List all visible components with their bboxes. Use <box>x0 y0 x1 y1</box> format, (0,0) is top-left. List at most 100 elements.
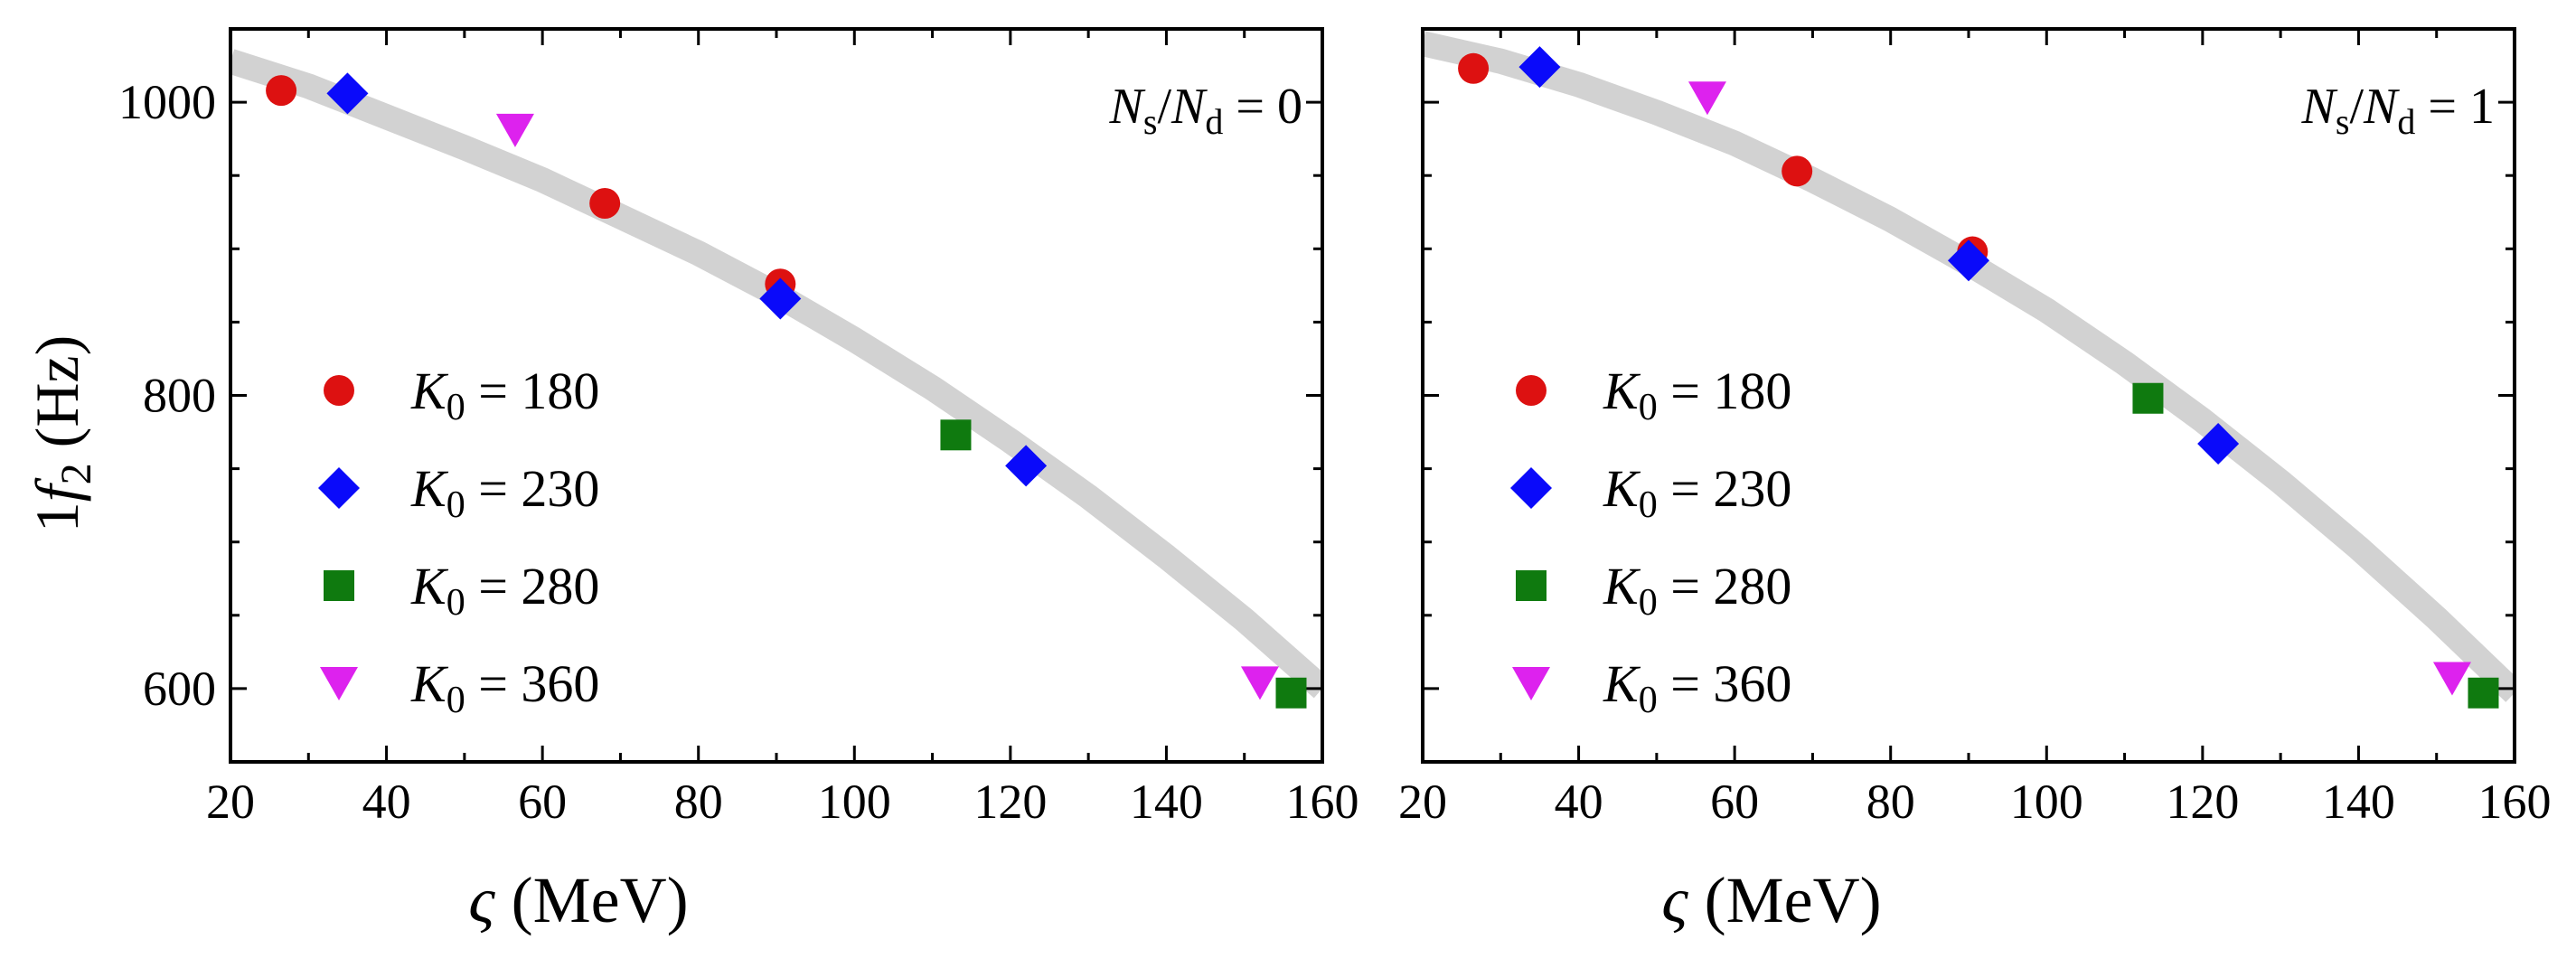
legend-var: K <box>1603 362 1641 420</box>
x-label-var-left: ς <box>468 864 495 936</box>
legend-label: K0 = 230 <box>1603 459 1791 526</box>
annotation-sub2: d <box>1205 101 1223 142</box>
annotation-slash: / <box>1157 79 1171 135</box>
x-tick-label: 80 <box>1866 775 1915 829</box>
x-tick-label: 160 <box>2478 775 2552 829</box>
data-point <box>2132 382 2164 414</box>
y-tick-label: 800 <box>143 369 216 423</box>
series-4 <box>1688 81 2471 696</box>
legend-var: K <box>1603 654 1641 713</box>
legend-label: K0 = 230 <box>410 459 599 526</box>
series-3 <box>940 419 1307 709</box>
legend-marker <box>320 667 358 700</box>
data-point <box>2468 677 2499 709</box>
y-label-sub: 2 <box>52 463 100 484</box>
x-tick-label: 100 <box>818 775 891 829</box>
legend-value: = 230 <box>1658 459 1792 518</box>
data-point <box>2432 662 2471 696</box>
data-point <box>1782 155 1813 187</box>
data-point <box>326 72 369 115</box>
annotation-sub2: d <box>2397 101 2415 142</box>
x-label-unit-left: (MeV) <box>495 864 689 936</box>
x-axis-label-right: ς (MeV) <box>1661 864 1881 936</box>
annotation-n1: N <box>2301 79 2338 135</box>
legend-marker <box>1510 467 1552 509</box>
legend-sub: 0 <box>447 484 465 526</box>
x-axis-label-left: ς (MeV) <box>468 864 688 936</box>
legend-value: = 180 <box>1658 362 1792 420</box>
legend-sub: 0 <box>1639 582 1658 624</box>
legend-sub: 0 <box>1639 680 1658 721</box>
legend-var: K <box>410 557 449 615</box>
data-point <box>266 75 297 107</box>
legend-sub: 0 <box>1639 387 1658 428</box>
legend-sub: 0 <box>447 680 465 721</box>
legend-marker <box>324 570 354 601</box>
legend-marker <box>1516 375 1547 406</box>
plot-frame <box>229 27 1324 764</box>
data-point <box>1005 445 1048 487</box>
legend-var: K <box>410 459 449 518</box>
legend-marker <box>1516 570 1547 601</box>
y-axis-label: 1f2 (Hz) <box>23 335 100 532</box>
legend-var: K <box>410 654 449 713</box>
legend-label: K0 = 280 <box>410 557 599 624</box>
data-point <box>1518 46 1561 89</box>
annotation-sub1: s <box>2336 101 2350 142</box>
x-tick-label: 140 <box>1130 775 1203 829</box>
data-point <box>495 113 534 147</box>
ticks <box>229 27 1324 762</box>
fit-band <box>1423 31 2515 702</box>
x-tick-label: 140 <box>2322 775 2395 829</box>
data-point <box>1275 677 1307 709</box>
legend-sub: 0 <box>447 387 465 428</box>
legend-label: K0 = 280 <box>1603 557 1791 624</box>
annotation-n2: N <box>2363 79 2400 135</box>
annotation-eq: = 1 <box>2415 79 2495 135</box>
x-tick-label: 20 <box>1398 775 1447 829</box>
legend-value: = 280 <box>465 557 600 615</box>
legend-label: K0 = 360 <box>1603 654 1791 721</box>
x-label-unit-right: (MeV) <box>1688 864 1882 936</box>
data-point <box>1458 52 1490 84</box>
data-point <box>589 188 621 220</box>
annotation-sub1: s <box>1143 101 1158 142</box>
legend-value: = 360 <box>1658 654 1792 713</box>
x-tick-label: 160 <box>1286 775 1359 829</box>
data-point <box>759 277 802 320</box>
series-3 <box>2132 382 2499 709</box>
y-label-unit: (Hz) <box>23 335 91 464</box>
data-point <box>1240 666 1279 700</box>
ticks <box>1421 27 2516 762</box>
series-2 <box>326 72 1048 487</box>
legend-marker <box>324 375 354 406</box>
annotation-slash: / <box>2349 79 2364 135</box>
x-label-var-right: ς <box>1661 864 1688 936</box>
legend-value: = 280 <box>1658 557 1792 615</box>
x-tick-label: 60 <box>518 775 567 829</box>
legend-marker <box>318 467 360 509</box>
data-point <box>940 419 972 451</box>
legend-label: K0 = 360 <box>410 654 599 721</box>
series-4 <box>495 113 1279 700</box>
fit-band <box>230 49 1322 699</box>
panel-left: 20 40 60 80 100 120 140 160 600 800 1000 Ns/Nd = 0 K… <box>118 27 1359 829</box>
legend-value: = 360 <box>465 654 600 713</box>
legend-sub: 0 <box>1639 484 1658 526</box>
x-tick-label: 40 <box>362 775 411 829</box>
legend-var: K <box>1603 459 1641 518</box>
x-tick-label: 80 <box>674 775 723 829</box>
data-point <box>2197 423 2240 465</box>
x-tick-label: 60 <box>1710 775 1759 829</box>
ratio-annotation: Ns/Nd = 0 <box>1109 79 1302 142</box>
data-point <box>1688 81 1726 116</box>
y-tick-label: 600 <box>143 662 216 716</box>
x-tick-label: 100 <box>2010 775 2083 829</box>
annotation-n1: N <box>1109 79 1146 135</box>
data-point <box>1948 240 1989 282</box>
plot-frame <box>1421 27 2516 764</box>
